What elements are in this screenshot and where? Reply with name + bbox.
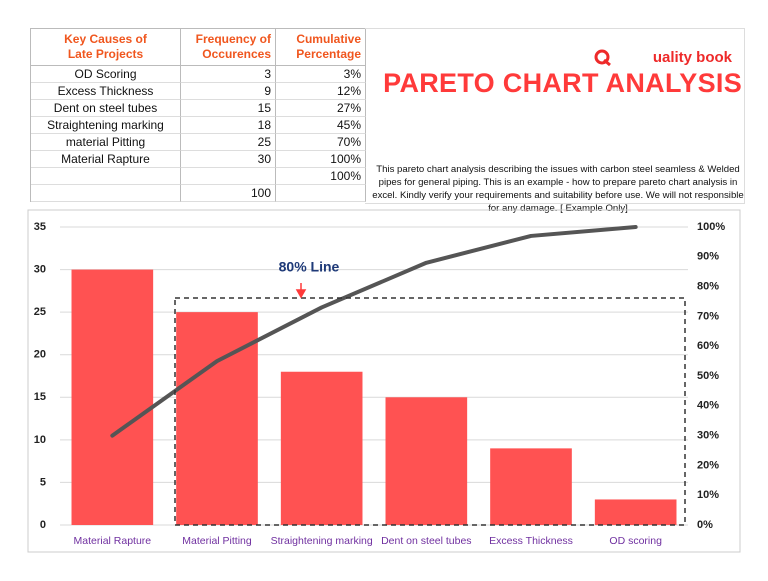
bar — [490, 448, 572, 525]
table-cell: Dent on steel tubes — [31, 100, 181, 117]
x-tick-label: Material Rapture — [74, 535, 152, 547]
y-tick-label: 35 — [34, 221, 46, 233]
y2-tick-label: 80% — [697, 281, 719, 293]
header-cell: Frequency of Occurences — [181, 29, 276, 66]
table-cell: Straightening marking — [31, 117, 181, 134]
description: This pareto chart analysis describing th… — [372, 164, 744, 214]
table-cell — [181, 168, 276, 185]
highlight-box — [174, 297, 686, 526]
y2-tick-label: 100% — [697, 221, 725, 233]
table-cell: 100% — [276, 168, 366, 185]
y2-tick-label: 0% — [697, 519, 713, 531]
logo: uality book — [652, 49, 732, 66]
table-cell: 70% — [276, 134, 366, 151]
y2-tick-label: 90% — [697, 251, 719, 263]
header-box — [365, 28, 745, 204]
table-cell: Excess Thickness — [31, 83, 181, 100]
bar — [280, 371, 363, 525]
table-cell: OD Scoring — [31, 66, 181, 83]
title: PARETO CHART ANALYSIS — [383, 68, 742, 98]
y2-tick-label: 20% — [697, 459, 719, 471]
x-tick-label: Excess Thickness — [489, 535, 573, 547]
bar — [71, 269, 154, 525]
bar — [176, 312, 258, 525]
y2-tick-label: 30% — [697, 430, 719, 442]
y2-tick-label: 10% — [697, 489, 719, 501]
annotation: 80% Line — [279, 259, 340, 275]
y-tick-label: 30 — [34, 263, 46, 275]
table-cell: 100 — [181, 185, 276, 202]
chart-border — [27, 209, 741, 553]
x-tick-label: Material Pitting — [182, 535, 252, 547]
y-tick-label: 25 — [34, 306, 46, 318]
logo-icon — [594, 49, 611, 66]
bar — [385, 397, 468, 525]
bar — [594, 499, 677, 525]
table-cell: 30 — [181, 151, 276, 168]
header-cell: Key Causes of Late Projects — [31, 29, 181, 66]
table-cell: 3 — [181, 66, 276, 83]
y-tick-label: 20 — [34, 349, 46, 361]
y2-tick-label: 50% — [697, 370, 719, 382]
table-cell: 100% — [276, 151, 366, 168]
x-tick-label: Dent on steel tubes — [381, 535, 471, 547]
table-cell: 15 — [181, 100, 276, 117]
table-cell: 25 — [181, 134, 276, 151]
table-cell — [31, 185, 181, 202]
x-tick-label: Straightening marking — [271, 535, 373, 547]
table-cell: material Pitting — [31, 134, 181, 151]
y-tick-label: 10 — [34, 434, 46, 446]
data-table: Key Causes of Late Projects Frequency of … — [30, 28, 366, 202]
y-tick-label: 5 — [40, 476, 46, 488]
x-tick-label: OD scoring — [609, 535, 662, 547]
y2-tick-label: 60% — [697, 340, 719, 352]
y-tick-label: 0 — [40, 519, 46, 531]
table-cell — [276, 185, 366, 202]
table-cell — [31, 168, 181, 185]
table-cell: 45% — [276, 117, 366, 134]
y2-tick-label: 70% — [697, 310, 719, 322]
table-cell: 3% — [276, 66, 366, 83]
table-cell: 18 — [181, 117, 276, 134]
table-cell: 27% — [276, 100, 366, 117]
table-cell: 12% — [276, 83, 366, 100]
header-cell: Cumulative Percentage — [276, 29, 366, 66]
table-cell: 9 — [181, 83, 276, 100]
table-cell: Material Rapture — [31, 151, 181, 168]
y2-tick-label: 40% — [697, 400, 719, 412]
y-tick-label: 15 — [34, 391, 46, 403]
cumulative-line — [110, 225, 638, 438]
arrow — [295, 283, 307, 299]
